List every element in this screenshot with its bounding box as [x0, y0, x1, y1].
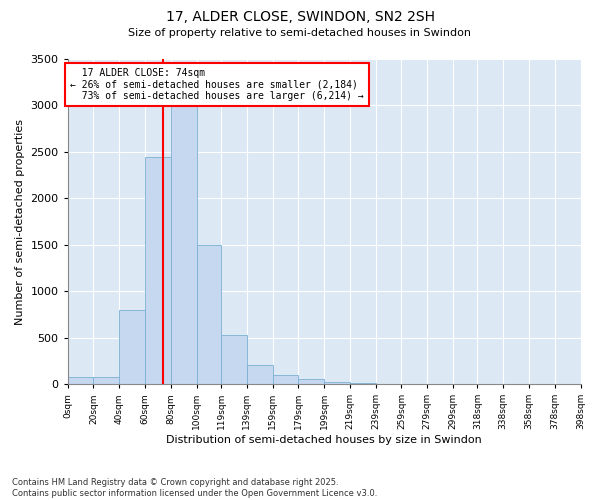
Text: Contains HM Land Registry data © Crown copyright and database right 2025.
Contai: Contains HM Land Registry data © Crown c…	[12, 478, 377, 498]
Bar	[145, 156, 171, 384]
X-axis label: Distribution of semi-detached houses by size in Swindon: Distribution of semi-detached houses by …	[166, 435, 482, 445]
Y-axis label: Number of semi-detached properties: Number of semi-detached properties	[15, 118, 25, 324]
Bar	[171, 82, 197, 384]
Text: Size of property relative to semi-detached houses in Swindon: Size of property relative to semi-detach…	[128, 28, 472, 38]
Bar	[197, 244, 221, 384]
Bar	[68, 377, 94, 384]
Text: 17 ALDER CLOSE: 74sqm
← 26% of semi-detached houses are smaller (2,184)
  73% of: 17 ALDER CLOSE: 74sqm ← 26% of semi-deta…	[70, 68, 364, 102]
Bar	[247, 366, 272, 384]
Bar	[324, 382, 350, 384]
Bar	[221, 336, 247, 384]
Bar	[119, 310, 145, 384]
Bar	[350, 383, 376, 384]
Bar	[272, 375, 298, 384]
Bar	[94, 377, 119, 384]
Text: 17, ALDER CLOSE, SWINDON, SN2 2SH: 17, ALDER CLOSE, SWINDON, SN2 2SH	[166, 10, 434, 24]
Bar	[298, 380, 324, 384]
